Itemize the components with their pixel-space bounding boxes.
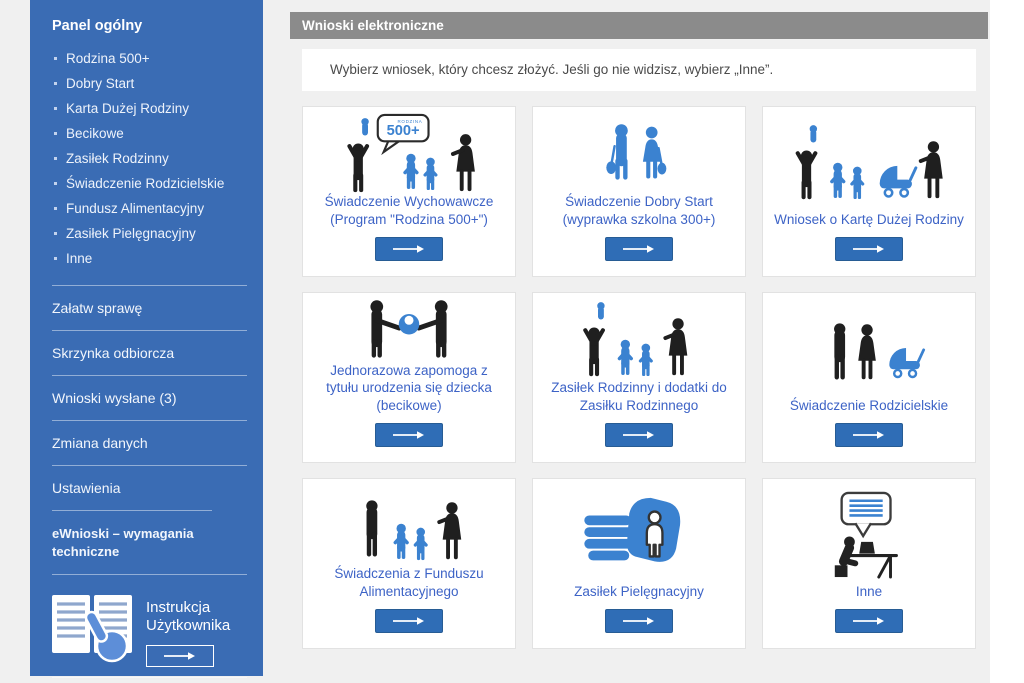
sidebar-divider xyxy=(52,677,247,679)
sidebar-item-ewnioski-wymagania[interactable]: eWnioski – wymagania techniczne xyxy=(52,510,212,574)
page-title-bar: Wnioski elektroniczne xyxy=(290,12,988,39)
arrow-right-icon xyxy=(852,244,885,254)
parental-benefit-icon xyxy=(779,301,959,397)
sidebar-item-becikowe[interactable]: Becikowe xyxy=(52,121,247,146)
arrow-right-icon xyxy=(622,430,655,440)
sidebar-item-swiadczenie-rodzicielskie[interactable]: Świadczenie Rodzicielskie xyxy=(52,171,247,196)
card-arrow-button[interactable] xyxy=(835,609,903,633)
sidebar-item-zmiana-danych[interactable]: Zmiana danych xyxy=(52,420,247,465)
card-label[interactable]: Wniosek o Kartę Dużej Rodziny xyxy=(774,211,964,227)
card-zasilek-pielegnacyjny[interactable]: Zasiłek Pielęgnacyjny xyxy=(532,478,746,649)
sidebar-nav-list: Rodzina 500+ Dobry Start Karta Dużej Rod… xyxy=(52,46,247,271)
family-benefit-icon xyxy=(549,301,729,379)
card-arrow-button[interactable] xyxy=(605,423,673,447)
card-arrow-button[interactable] xyxy=(605,609,673,633)
svg-text:RODZINA: RODZINA xyxy=(397,119,422,124)
card-label[interactable]: Zasiłek Pielęgnacyjny xyxy=(574,583,704,599)
card-label[interactable]: Świadczenie Dobry Start (wyprawka szkoln… xyxy=(562,194,716,227)
school-children-icon xyxy=(549,115,729,193)
main-panel: Wnioski elektroniczne Wybierz wniosek, k… xyxy=(290,0,988,683)
sidebar-item-rodzina-500[interactable]: Rodzina 500+ xyxy=(52,46,247,71)
svg-text:500+: 500+ xyxy=(387,123,420,139)
arrow-right-icon xyxy=(622,616,655,626)
sidebar: Panel ogólny Rodzina 500+ Dobry Start Ka… xyxy=(30,0,263,679)
user-manual-book-icon xyxy=(52,595,132,663)
card-karta-duzej-rodziny[interactable]: Wniosek o Kartę Dużej Rodziny xyxy=(762,106,976,277)
arrow-right-icon xyxy=(852,430,885,440)
user-manual-link[interactable]: Instrukcja Użytkownika xyxy=(52,574,247,668)
arrow-right-icon xyxy=(392,616,425,626)
sidebar-item-zalatw-sprawe[interactable]: Załatw sprawę xyxy=(52,285,247,330)
arrow-right-icon xyxy=(392,430,425,440)
user-manual-label[interactable]: Instrukcja Użytkownika xyxy=(146,599,231,635)
card-becikowe[interactable]: Jednorazowa zapomoga z tytułu urodzenia … xyxy=(302,292,516,463)
large-family-card-icon xyxy=(779,115,959,211)
newborn-benefit-icon xyxy=(319,299,499,362)
sidebar-item-karta-duzej-rodziny[interactable]: Karta Dużej Rodziny xyxy=(52,96,247,121)
instruction-text: Wybierz wniosek, który chcesz złożyć. Je… xyxy=(302,49,976,91)
user-manual-arrow-button[interactable] xyxy=(146,645,214,668)
care-hand-icon xyxy=(549,487,729,583)
card-arrow-button[interactable] xyxy=(375,609,443,633)
card-arrow-button[interactable] xyxy=(835,423,903,447)
sidebar-section-list: Załatw sprawę Skrzynka odbiorcza Wnioski… xyxy=(52,285,247,574)
sidebar-item-ustawienia[interactable]: Ustawienia xyxy=(52,465,247,510)
arrow-right-icon xyxy=(163,651,196,661)
sidebar-item-skrzynka-odbiorcza[interactable]: Skrzynka odbiorcza xyxy=(52,330,247,375)
card-arrow-button[interactable] xyxy=(375,423,443,447)
card-zasilek-rodzinny[interactable]: Zasiłek Rodzinny i dodatki do Zasiłku Ro… xyxy=(532,292,746,463)
pointing-hand-icon xyxy=(84,610,129,663)
card-label[interactable]: Jednorazowa zapomoga z tytułu urodzenia … xyxy=(326,363,492,413)
sidebar-item-dobry-start[interactable]: Dobry Start xyxy=(52,71,247,96)
arrow-right-icon xyxy=(852,616,885,626)
card-label[interactable]: Zasiłek Rodzinny i dodatki do Zasiłku Ro… xyxy=(551,380,727,413)
card-inne[interactable]: Inne xyxy=(762,478,976,649)
sidebar-item-zasilek-pielegnacyjny[interactable]: Zasiłek Pielęgnacyjny xyxy=(52,221,247,246)
sidebar-item-wnioski-wyslane[interactable]: Wnioski wysłane (3) xyxy=(52,375,247,420)
application-cards-grid: 500+ RODZINA Świadczenie Wychowawcze (Pr… xyxy=(302,106,976,649)
card-arrow-button[interactable] xyxy=(375,237,443,261)
arrow-right-icon xyxy=(392,244,425,254)
card-fundusz-alimentacyjny[interactable]: Świadczenia z Funduszu Alimentacyjnego xyxy=(302,478,516,649)
card-arrow-button[interactable] xyxy=(835,237,903,261)
sidebar-item-zasilek-rodzinny[interactable]: Zasiłek Rodzinny xyxy=(52,146,247,171)
card-dobry-start[interactable]: Świadczenie Dobry Start (wyprawka szkoln… xyxy=(532,106,746,277)
card-swiadczenie-rodzicielskie[interactable]: Świadczenie Rodzicielskie xyxy=(762,292,976,463)
alimony-fund-icon xyxy=(319,487,499,565)
card-label[interactable]: Świadczenie Wychowawcze (Program "Rodzin… xyxy=(324,194,494,227)
other-desk-icon xyxy=(779,487,959,583)
arrow-right-icon xyxy=(622,244,655,254)
sidebar-item-inne[interactable]: Inne xyxy=(52,246,247,271)
speech-bubble-500: 500+ RODZINA xyxy=(376,114,430,156)
card-label[interactable]: Inne xyxy=(855,583,883,599)
family-500-icon: 500+ RODZINA xyxy=(319,114,499,193)
card-swiadczenie-wychowawcze[interactable]: 500+ RODZINA Świadczenie Wychowawcze (Pr… xyxy=(302,106,516,277)
card-arrow-button[interactable] xyxy=(605,237,673,261)
sidebar-title: Panel ogólny xyxy=(52,18,143,34)
card-label[interactable]: Świadczenia z Funduszu Alimentacyjnego xyxy=(334,566,484,599)
sidebar-item-fundusz-alimentacyjny[interactable]: Fundusz Alimentacyjny xyxy=(52,196,247,221)
card-label[interactable]: Świadczenie Rodzicielskie xyxy=(789,397,949,413)
